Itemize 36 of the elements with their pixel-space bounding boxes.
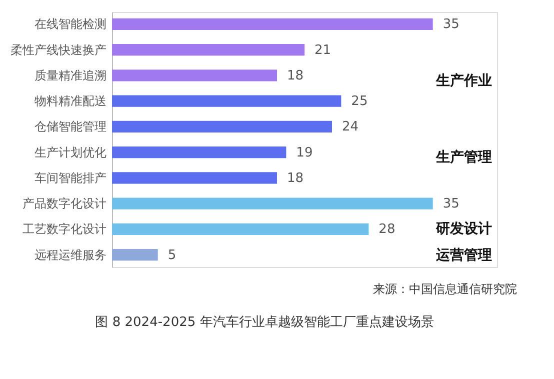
y-tick-label: 车间智能排产 [34,170,106,185]
text: 生产作业 [435,72,492,89]
data-label: 35 [442,17,460,32]
y-tick-label: 质量精准追溯 [34,68,106,82]
bar [112,44,304,56]
data-label: 18 [287,170,304,186]
y-tick-label: 生产计划优化 [34,145,106,160]
data-label: 35 [442,196,460,212]
bar [112,223,369,235]
data-label: 18 [287,68,304,84]
text: 运营管理 [435,248,492,264]
source-note: 来源：中国信息通信研究院 [373,282,517,296]
caption: 图 8 2024-2025 年汽车行业卓越级智能工厂重点建设场景 [95,315,434,330]
bar [112,198,433,210]
bar [112,120,332,132]
bar [112,172,277,184]
bar [112,18,433,30]
bar [112,70,277,82]
y-tick-label: 产品数字化设计 [22,196,106,211]
bar [112,249,158,261]
text: 生产管理 [435,148,492,166]
bar [112,95,342,107]
data-label: 21 [314,42,332,58]
text: 研发设计 [435,220,492,237]
data-label: 25 [351,94,368,110]
y-tick-label: 仓储智能管理 [34,120,106,134]
y-tick-label: 柔性产线快速换产 [10,42,106,57]
y-tick-label: 物料精准配送 [34,94,106,108]
data-label: 28 [378,222,396,238]
data-label: 19 [296,145,313,160]
y-tick-label: 工艺数字化设计 [22,222,106,236]
data-label: 5 [168,248,176,263]
data-label: 24 [342,120,359,135]
bar [112,146,286,158]
y-tick-label: 在线智能检测 [34,17,106,32]
y-tick-label: 远程运维服务 [34,248,106,262]
